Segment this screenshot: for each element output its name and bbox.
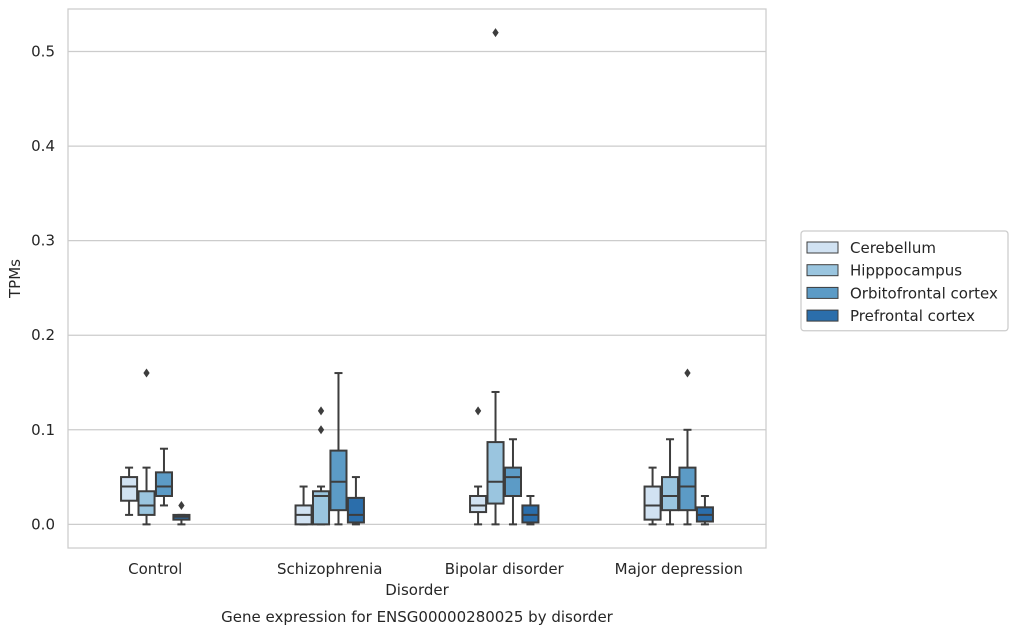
legend-swatch <box>806 241 839 254</box>
box-iqr <box>120 476 139 502</box>
outlier-point <box>474 406 482 416</box>
legend-label: Prefrontal cortex <box>850 307 975 325</box>
outlier-point <box>178 500 185 510</box>
box <box>660 438 680 526</box>
legend-label: Hipppocampus <box>850 262 962 280</box>
box <box>486 28 505 526</box>
box-iqr <box>346 496 365 524</box>
box <box>137 368 156 526</box>
legend-label: Orbitofrontal cortex <box>850 284 998 302</box>
legend-frame <box>800 230 1009 332</box>
x-tick-label: Bipolar disorder <box>445 560 565 578</box>
box <box>695 494 714 526</box>
box-iqr <box>678 466 697 512</box>
outlier-point <box>492 28 499 38</box>
outlier-point <box>317 406 325 416</box>
box <box>154 447 174 507</box>
grid-lines <box>68 50 766 525</box>
box <box>311 406 331 526</box>
legend: Cerebellum Hipppocampus Orbitofrontal cort… <box>800 230 1009 332</box>
y-tick-label: 0.3 <box>31 232 55 250</box>
box-iqr <box>503 466 523 497</box>
box <box>521 494 540 526</box>
box-iqr <box>154 471 174 497</box>
box-iqr <box>660 476 680 512</box>
box-iqr <box>137 490 156 516</box>
legend-label: Cerebellum <box>850 239 936 257</box>
outlier-point <box>143 368 150 378</box>
box-iqr <box>486 441 505 505</box>
y-tick-labels: 0.0 0.1 0.2 0.3 0.4 0.5 <box>31 43 55 534</box>
x-tick-labels: Control Schizophrenia Bipolar disorder Majo… <box>128 560 743 578</box>
box <box>120 466 139 516</box>
box <box>346 476 365 526</box>
y-tick-label: 0.2 <box>31 326 55 344</box>
box <box>172 500 191 526</box>
y-axis-label: TPMs <box>6 259 24 299</box>
box <box>678 368 697 526</box>
box-iqr <box>643 485 662 521</box>
x-tick-label: Major depression <box>615 560 743 578</box>
box <box>294 485 313 526</box>
box-iqr <box>469 494 488 514</box>
box <box>503 438 523 526</box>
x-tick-label: Control <box>128 560 182 578</box>
y-tick-label: 0.0 <box>31 515 55 533</box>
outlier-point <box>317 425 325 435</box>
outlier-point <box>684 368 691 378</box>
box-iqr <box>311 490 331 526</box>
y-tick-label: 0.1 <box>31 421 55 439</box>
box <box>643 466 662 526</box>
chart-caption: Gene expression for ENSG00000280025 by d… <box>221 608 614 626</box>
x-axis-label: Disorder <box>385 581 449 599</box>
y-tick-label: 0.4 <box>31 137 55 155</box>
box-iqr <box>329 449 348 512</box>
y-tick-label: 0.5 <box>31 43 55 61</box>
legend-swatch <box>806 264 839 277</box>
box-groups <box>120 28 714 526</box>
legend-swatch <box>806 309 839 322</box>
box <box>469 406 488 526</box>
x-tick-label: Schizophrenia <box>277 560 382 578</box>
box <box>329 372 348 526</box>
legend-swatch <box>806 286 839 299</box>
plot-frame <box>67 8 767 549</box>
